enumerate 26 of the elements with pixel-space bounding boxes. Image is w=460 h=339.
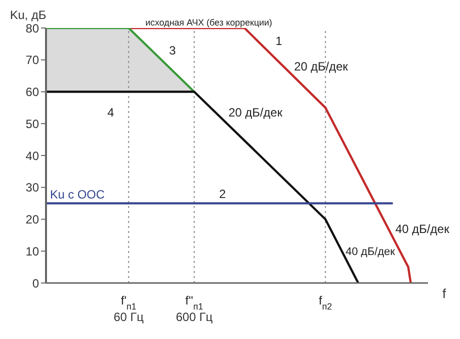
annotation: 20 дБ/дек xyxy=(294,59,349,74)
annotation: 4 xyxy=(107,105,114,120)
series-label: Ku с ООС xyxy=(50,187,106,202)
x-tick-label: 60 Гц xyxy=(114,310,144,324)
y-tick-label: 30 xyxy=(26,180,40,195)
y-tick-label: 10 xyxy=(26,244,40,258)
annotation: 20 дБ/дек xyxy=(228,105,284,120)
x-axis-title: f xyxy=(442,286,446,301)
text: f$_{п2}$ xyxy=(318,294,332,312)
x-tick-label: 600 Гц xyxy=(176,310,213,324)
text: f''$_{п1}$ xyxy=(185,294,204,312)
annotation: 40 дБ/дек xyxy=(346,246,396,258)
y-tick-label: 80 xyxy=(26,21,40,36)
annotation: 1 xyxy=(275,34,282,48)
y-axis-title: Ku, дБ xyxy=(10,8,46,22)
annotation: 2 xyxy=(219,186,226,201)
y-tick-label: 50 xyxy=(26,116,40,131)
text: исходная АЧХ (без коррекции) xyxy=(145,18,272,28)
annotation: 40 дБ/дек xyxy=(395,222,450,236)
y-tick-label: 60 xyxy=(26,85,40,100)
y-tick-label: 70 xyxy=(26,53,40,68)
y-tick-label: 0 xyxy=(32,276,40,290)
y-tick-label: 20 xyxy=(26,212,40,227)
annotation: 3 xyxy=(169,43,176,58)
text: f'$_{п1}$ xyxy=(120,294,136,312)
y-tick-label: 40 xyxy=(26,148,40,163)
